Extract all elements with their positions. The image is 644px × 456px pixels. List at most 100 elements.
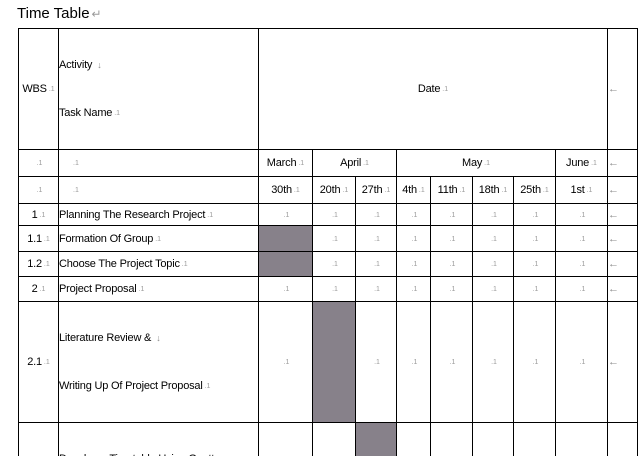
cell-end-mark: .1 xyxy=(532,211,539,219)
cell-end-mark: .1 xyxy=(43,261,50,268)
gantt-cell: .1 xyxy=(396,251,431,277)
cell-end-mark: .1 xyxy=(491,261,497,268)
day-label: 11th xyxy=(437,184,458,196)
wbs-header-cell: WBS .1 xyxy=(18,28,59,150)
gantt-cell: .1 xyxy=(355,301,397,423)
activity-header-line1: Activity ↓ xyxy=(59,53,258,77)
task-name-label: Task Name xyxy=(59,107,113,119)
activity-label: Activity xyxy=(59,59,93,71)
task-cell: Develop a Timetable Using Gantt↓ Chart &… xyxy=(58,422,259,456)
gantt-cell: .1 xyxy=(258,276,313,302)
cell-end-mark: .1 xyxy=(332,286,338,293)
task-cell: Choose The Project Topic .1 xyxy=(58,251,259,277)
gantt-cell: .1 xyxy=(355,225,397,252)
gantt-cell: .1 xyxy=(396,276,431,302)
wbs-cell: 1.1 xyxy=(18,203,59,226)
empty-wbs-cell: .1 xyxy=(18,149,59,177)
cell-end-mark: .1 xyxy=(449,235,456,243)
day-cell: 30th .1 xyxy=(258,176,313,204)
row-end-mark-icon: ← xyxy=(607,251,638,277)
task-row: 2.1.1 Literature Review & ↓ Writing Up Of… xyxy=(18,301,638,423)
gantt-cell: .1 xyxy=(472,301,514,423)
wbs-cell: 2.1.1 xyxy=(18,301,59,423)
cell-end-mark: .1 xyxy=(442,86,449,93)
task-cell: Project Proposal .1 xyxy=(58,276,259,302)
cell-end-mark: .1 xyxy=(48,86,55,93)
gantt-cell: .1 xyxy=(430,301,473,423)
gantt-cell: .1 xyxy=(513,301,556,423)
cell-end-mark: .1 xyxy=(491,211,497,219)
cell-end-mark: .1 xyxy=(114,110,121,117)
day-label: 4th xyxy=(402,184,417,196)
line-break-mark-icon: ↓ xyxy=(219,454,224,456)
gantt-cell: .1 xyxy=(472,203,514,226)
month-cell-april: April .1 xyxy=(312,149,397,177)
wbs-cell: 1.2.1 xyxy=(18,251,59,277)
cell-end-mark: .1 xyxy=(207,211,214,219)
activity-header-cell: Activity ↓ Task Name .1 xyxy=(58,28,259,150)
gantt-cell: .1 xyxy=(312,203,356,226)
gantt-cell: .1 xyxy=(513,422,556,456)
gantt-cell: .1 xyxy=(472,251,514,277)
month-label: April xyxy=(340,157,362,169)
day-cell: 27th .1 xyxy=(355,176,397,204)
empty-wbs-cell: .1 xyxy=(18,176,59,204)
cell-end-mark: .1 xyxy=(36,187,43,194)
cell-end-mark: .1 xyxy=(411,286,418,293)
gantt-cell: .1 xyxy=(430,422,473,456)
gantt-cell: .1 xyxy=(396,301,431,423)
task-name-line1: Literature Review & ↓ xyxy=(60,326,258,350)
cell-end-mark: .1 xyxy=(374,211,380,219)
row-end-mark-icon: ← xyxy=(607,276,638,302)
day-cell: 25th .1 xyxy=(513,176,556,204)
cell-end-mark: .1 xyxy=(155,235,162,243)
cell-end-mark: .1 xyxy=(449,359,456,366)
task-name: Formation Of Group xyxy=(59,232,154,245)
gantt-cell: .1 xyxy=(396,203,431,226)
gantt-cell: .1 xyxy=(513,203,556,226)
row-end-arrow: ← xyxy=(608,283,620,295)
cell-end-mark: .1 xyxy=(491,359,497,366)
month-label: March xyxy=(266,157,297,169)
row-end-mark-icon: ← xyxy=(607,203,638,226)
empty-task-cell: .1 xyxy=(58,176,259,204)
cell-end-mark: .1 xyxy=(532,235,539,243)
gantt-cell: .1 xyxy=(312,276,356,302)
cell-end-mark: .1 xyxy=(579,359,586,366)
wbs-number: 2.1 xyxy=(27,356,42,368)
gantt-cell: .1 xyxy=(312,422,356,456)
cell-end-mark: .1 xyxy=(283,211,290,219)
cell-end-mark: .1 xyxy=(459,187,466,194)
task-name: Develop a Timetable Using Gantt xyxy=(60,453,215,456)
task-name: Writing Up Of Project Proposal xyxy=(59,380,203,392)
gantt-cell: .1 xyxy=(312,251,356,277)
row-end-mark-icon: ← xyxy=(607,28,638,150)
gantt-cell: .1 xyxy=(472,422,514,456)
row-end-mark-icon: ← xyxy=(607,149,638,177)
month-label: May xyxy=(461,157,483,169)
cell-end-mark: .1 xyxy=(411,235,418,243)
gantt-cell: .1 xyxy=(555,251,608,277)
gantt-cell: .1 xyxy=(430,251,473,277)
cell-end-mark: .1 xyxy=(181,261,188,268)
wbs-number: 1.2 xyxy=(27,258,42,270)
gantt-cell: .1 xyxy=(555,422,608,456)
gantt-cell xyxy=(258,251,313,277)
gantt-cell: .1 xyxy=(555,203,608,226)
date-header-cell: Date .1 xyxy=(258,28,608,150)
task-name-line1: Develop a Timetable Using Gantt ↓ xyxy=(60,447,258,456)
cell-end-mark: .1 xyxy=(484,160,491,167)
task-cell: Literature Review & ↓ Writing Up Of Proje… xyxy=(58,301,259,423)
activity-header-line2: Task Name .1 xyxy=(59,101,258,125)
wbs-header-label: WBS xyxy=(22,83,47,95)
wbs-number: 2 xyxy=(31,283,38,295)
wbs-number: 1 xyxy=(31,208,38,221)
gantt-cell: .1 xyxy=(555,301,608,423)
month-label: June xyxy=(566,157,590,169)
gantt-cell: .1 xyxy=(513,225,556,252)
task-name-line2: Writing Up Of Project Proposal .1 xyxy=(59,374,258,398)
cell-end-mark: .1 xyxy=(374,235,380,243)
gantt-cell: .1 xyxy=(355,276,397,302)
cell-end-mark: .1 xyxy=(43,359,50,366)
cell-end-mark: .1 xyxy=(532,261,539,268)
